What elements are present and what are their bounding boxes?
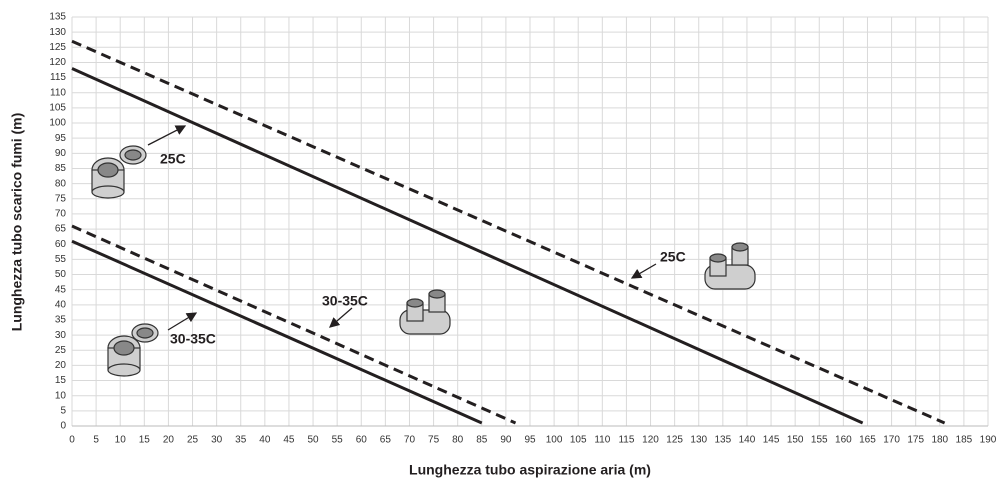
data-line [71,224,517,425]
y-tick-label: 110 [50,87,66,98]
x-tick-label: 185 [956,435,973,446]
y-tick-label: 15 [55,375,67,386]
y-tick-label: 0 [60,421,66,432]
x-tick-label: 60 [356,435,368,446]
x-tick-label: 145 [763,435,780,446]
annotation-arrow [167,312,198,331]
y-tick-label: 65 [55,224,67,235]
y-tick-label: 30 [55,330,67,341]
y-tick-label: 125 [49,42,66,53]
x-tick-label: 95 [524,435,536,446]
x-tick-label: 125 [666,435,683,446]
y-tick-label: 35 [55,315,67,326]
y-tick-label: 115 [50,72,66,83]
boiler-icon [91,145,147,199]
x-tick-label: 140 [739,435,756,446]
y-tick-label: 70 [55,209,67,220]
y-tick-label: 20 [55,360,67,371]
x-tick-label: 45 [283,435,295,446]
y-tick-label: 60 [55,239,67,250]
y-tick-label: 130 [49,27,66,38]
boiler-icon [399,289,451,335]
y-tick-label: 85 [55,163,67,174]
y-tick-label: 135 [49,12,66,23]
y-tick-label: 100 [49,118,66,129]
x-tick-label: 155 [811,435,828,446]
y-tick-label: 55 [55,254,67,265]
x-tick-label: 55 [332,435,344,446]
data-line [71,67,864,425]
x-tick-label: 110 [594,435,610,446]
data-line [71,239,483,425]
annotation-arrow [147,125,187,146]
annotation: 25C [160,151,186,167]
annotation: 30-35C [170,331,216,347]
x-tick-label: 120 [642,435,659,446]
x-tick-label: 65 [380,435,392,446]
x-tick-label: 150 [787,435,804,446]
x-tick-label: 170 [883,435,900,446]
y-tick-label: 10 [55,390,67,401]
x-tick-label: 105 [570,435,587,446]
x-tick-label: 20 [163,435,175,446]
x-tick-label: 160 [835,435,852,446]
x-tick-label: 135 [714,435,731,446]
x-tick-label: 75 [428,435,440,446]
y-tick-label: 45 [55,284,67,295]
y-tick-label: 5 [60,405,66,416]
x-tick-label: 190 [980,435,997,446]
grid [71,16,989,427]
boiler-icon [107,323,159,377]
x-tick-label: 180 [931,435,948,446]
y-tick-label: 90 [55,148,67,159]
icons [91,145,756,377]
x-tick-label: 130 [690,435,707,446]
y-tick-label: 40 [55,299,67,310]
y-tick-label: 25 [55,345,67,356]
x-tick-label: 80 [452,435,464,446]
annotation: 30-35C [322,293,368,309]
x-tick-label: 90 [500,435,512,446]
y-tick-label: 80 [55,178,67,189]
y-tick-label: 50 [55,269,67,280]
x-tick-label: 70 [404,435,416,446]
y-tick-label: 75 [55,193,67,204]
x-tick-label: 175 [907,435,924,446]
x-tick-label: 0 [69,435,75,446]
x-tick-label: 40 [259,435,271,446]
y-tick-label: 95 [55,133,67,144]
x-tick-label: 25 [187,435,199,446]
x-tick-label: 50 [307,435,319,446]
annotation-arrow [329,307,353,328]
y-tick-label: 105 [49,103,66,114]
x-tick-label: 15 [139,435,151,446]
x-tick-label: 85 [476,435,488,446]
annotation-arrow [630,263,657,279]
x-tick-label: 5 [93,435,99,446]
x-axis-label: Lunghezza tubo aspirazione aria (m) [409,462,651,478]
annotation: 25C [660,249,686,265]
y-axis-label: Lunghezza tubo scarico fumi (m) [9,113,25,332]
x-tick-label: 115 [618,435,634,446]
x-tick-label: 10 [115,435,127,446]
x-tick-label: 165 [859,435,876,446]
x-tick-label: 35 [235,435,247,446]
boiler-icon [704,242,756,290]
y-tick-label: 120 [49,57,66,68]
x-tick-label: 30 [211,435,223,446]
x-tick-label: 100 [546,435,563,446]
data-line [71,39,946,425]
